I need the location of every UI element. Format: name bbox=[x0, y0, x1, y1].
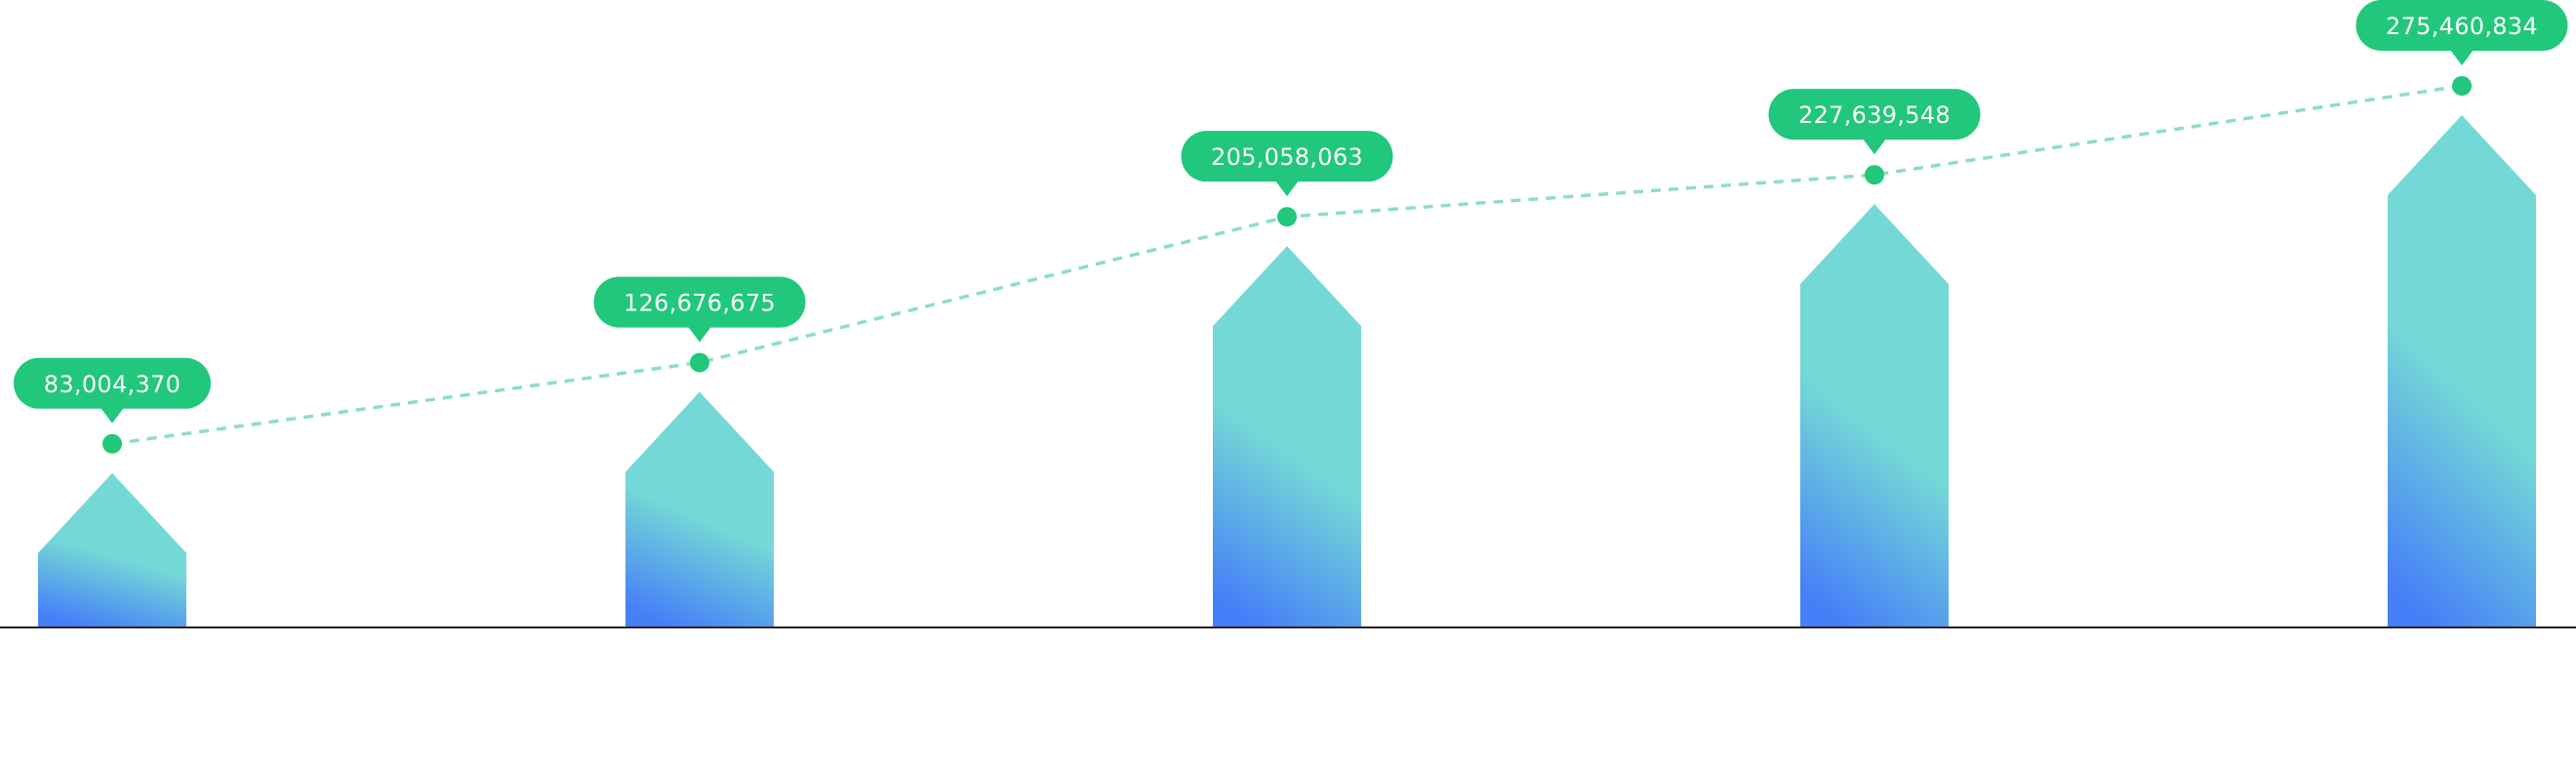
value-label-bubble bbox=[2355, 0, 2568, 51]
value-label-bubble bbox=[593, 276, 806, 328]
value-label-text: 275,460,834 bbox=[2386, 13, 2538, 40]
value-label-text: 126,676,675 bbox=[624, 290, 776, 317]
data-point-1 bbox=[102, 433, 122, 454]
bar-4 bbox=[1800, 204, 1949, 627]
value-label-text: 205,058,063 bbox=[1211, 143, 1363, 171]
value-label-bubble bbox=[1768, 89, 1981, 141]
line-layer bbox=[102, 76, 2472, 454]
labels-layer: 83,004,370 126,676,675 205,058,063 227,639,… bbox=[14, 0, 2568, 424]
bar-1 bbox=[38, 472, 186, 627]
value-label-pointer bbox=[2450, 50, 2474, 65]
value-label-pointer bbox=[1863, 139, 1886, 155]
value-label-bubble bbox=[14, 357, 211, 409]
data-point-4 bbox=[1865, 165, 1884, 185]
data-point-2 bbox=[690, 352, 709, 373]
bar-5 bbox=[2388, 115, 2536, 627]
value-label-5: 275,460,834 bbox=[2355, 0, 2568, 65]
value-label-3: 205,058,063 bbox=[1181, 131, 1393, 197]
bar-3 bbox=[1213, 246, 1361, 628]
value-label-2: 126,676,675 bbox=[593, 276, 806, 343]
value-label-bubble bbox=[1181, 131, 1393, 182]
bars-layer bbox=[38, 115, 2536, 628]
value-label-text: 227,639,548 bbox=[1798, 101, 1951, 129]
data-point-5 bbox=[2452, 76, 2472, 96]
bar-2 bbox=[625, 391, 774, 627]
value-label-4: 227,639,548 bbox=[1768, 89, 1981, 155]
value-label-1: 83,004,370 bbox=[14, 357, 211, 424]
value-label-pointer bbox=[1275, 181, 1299, 197]
value-label-pointer bbox=[101, 407, 124, 424]
data-point-3 bbox=[1277, 207, 1297, 227]
value-label-pointer bbox=[688, 326, 711, 343]
value-label-text: 83,004,370 bbox=[44, 371, 181, 398]
